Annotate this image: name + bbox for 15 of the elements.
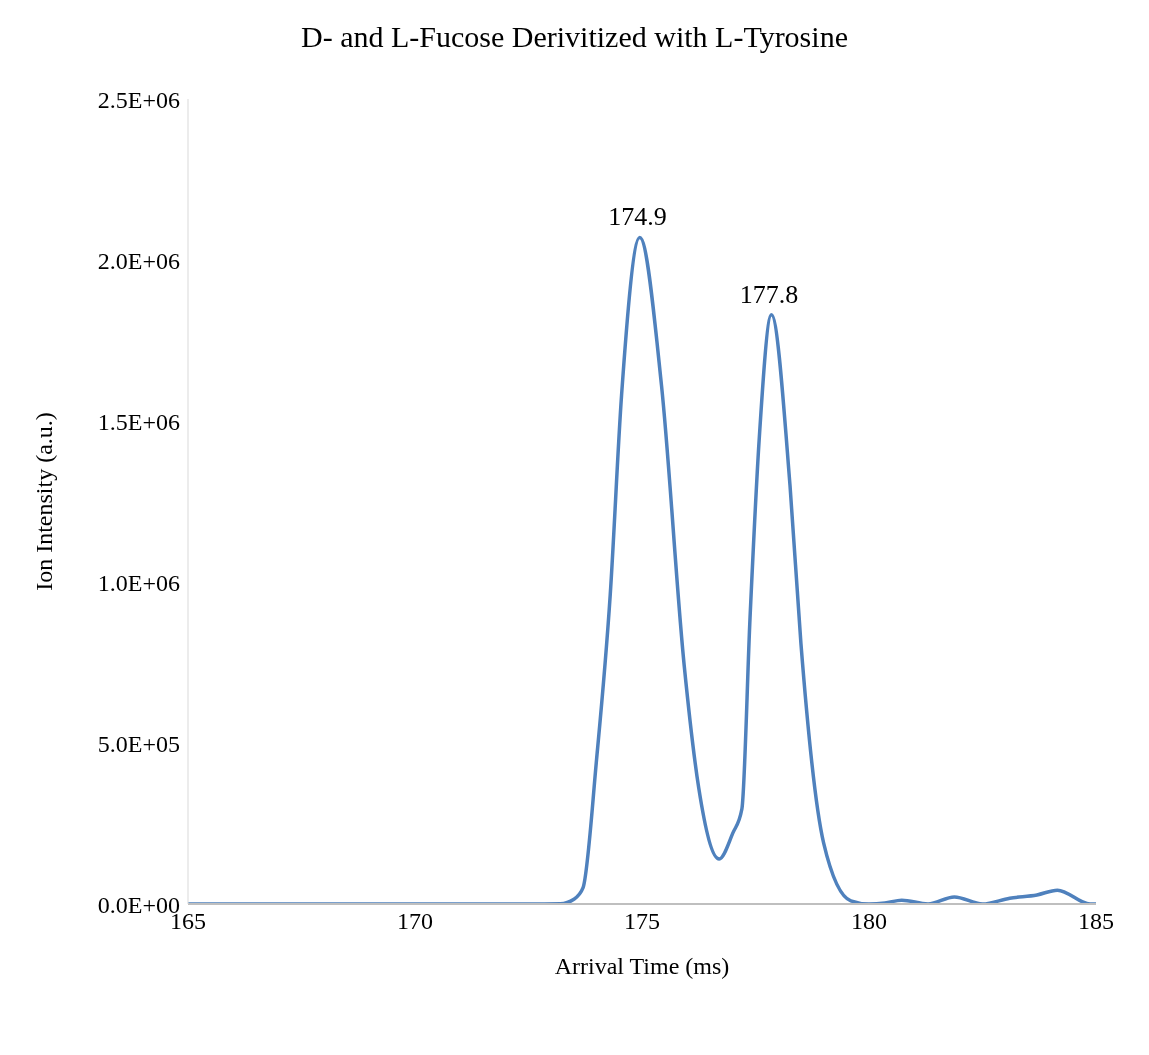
y-tick-label: 1.0E+06 (97, 569, 180, 596)
x-tick-label: 170 (397, 908, 433, 935)
y-tick-label: 5.0E+05 (97, 730, 180, 757)
annotation: 177.8 (739, 279, 799, 309)
x-axis-title: Arrival Time (ms) (554, 953, 730, 979)
y-tick-label: 2.5E+06 (97, 86, 180, 113)
chart-title: D- and L-Fucose Derivitized with L-Tyrosine (300, 20, 849, 54)
y-axis-title: Ion Intensity (a.u.) (30, 412, 57, 591)
y-tick-label: 2.0E+06 (97, 247, 180, 274)
x-tick-label: 180 (851, 908, 887, 935)
annotation: 174.9 (608, 202, 667, 232)
y-tick-label: 1.5E+06 (97, 408, 180, 435)
x-tick-label: 175 (624, 908, 660, 935)
line-series (188, 235, 1096, 904)
x-tick-label: 185 (1078, 908, 1114, 935)
